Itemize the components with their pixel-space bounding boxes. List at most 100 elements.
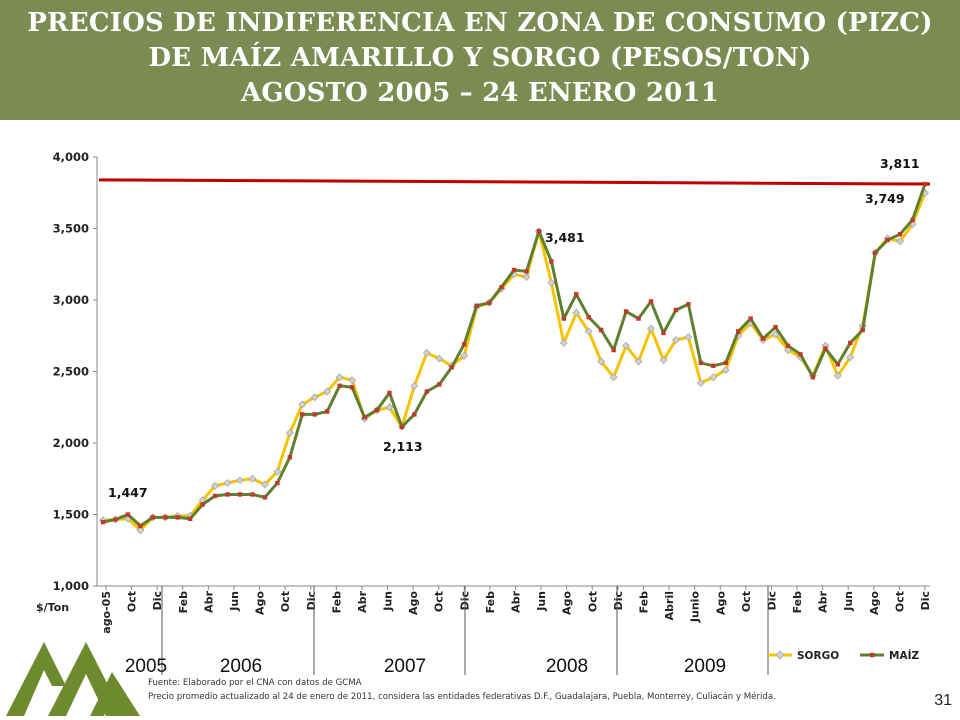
maiz-point <box>598 327 604 333</box>
x-tick-label: Jun <box>382 591 395 612</box>
x-tick-label: Ago <box>868 591 881 615</box>
sorgo-point <box>285 429 294 437</box>
data-label: 3,811 <box>880 156 920 171</box>
page-number: 31 <box>934 692 952 709</box>
maiz-point <box>200 502 205 507</box>
x-tick-label: Oct <box>126 591 139 612</box>
x-tick-label: Ago <box>561 591 574 615</box>
maiz-point <box>773 324 778 330</box>
x-tick-label: Ago <box>254 591 267 615</box>
maiz-point <box>536 229 542 234</box>
maiz-point <box>275 480 280 486</box>
x-tick-label: Jun <box>842 591 855 612</box>
maiz-point <box>549 259 554 264</box>
sorgo-point <box>684 333 693 342</box>
x-tick-label: Ago <box>714 591 727 615</box>
maiz-point <box>611 347 616 353</box>
x-tick-label: Oct <box>893 591 906 612</box>
x-tick-label: Feb <box>330 591 343 614</box>
y-tick-label: 3,000 <box>53 293 89 307</box>
y-tick-label: 1,000 <box>53 579 89 593</box>
maiz-point <box>872 250 878 256</box>
y-tick-label: 2,000 <box>53 436 89 450</box>
maiz-point <box>524 269 529 274</box>
y-axis-label: $/Ton <box>36 601 69 614</box>
sorgo-point <box>211 481 220 490</box>
maiz-point <box>574 292 579 297</box>
maiz-point <box>262 495 268 500</box>
y-tick-label: 4,000 <box>53 150 89 164</box>
maiz-point <box>698 360 704 366</box>
sorgo-point <box>659 356 668 364</box>
maiz-point <box>673 307 679 313</box>
sorgo-point <box>559 338 568 347</box>
maiz-point <box>374 407 380 413</box>
maiz-point <box>125 512 131 517</box>
x-tick-label: Abr <box>202 590 215 612</box>
sorgo-point <box>584 327 593 336</box>
sorgo-point <box>896 237 905 246</box>
y-tick-label: 1,500 <box>53 508 89 522</box>
maiz-point <box>661 330 666 336</box>
maiz-point <box>636 316 641 321</box>
x-tick-label: Dic <box>919 591 932 610</box>
data-label: 1,447 <box>108 485 148 500</box>
legend-sorgo-marker <box>775 650 785 660</box>
maiz-point <box>138 523 143 529</box>
maiz-point <box>922 181 928 187</box>
note-text: Precio promedio actualizado al 24 de ene… <box>148 692 776 702</box>
x-tick-label: Feb <box>484 591 497 614</box>
sorgo-point <box>248 474 257 483</box>
maiz-point <box>287 455 293 460</box>
maiz-point <box>835 362 841 367</box>
sorgo-point <box>348 376 357 385</box>
x-tick-label: Dic <box>612 591 625 610</box>
chart-source: Fuente: Elaborado por el CNA con datos d… <box>148 676 948 704</box>
maiz-point <box>175 515 180 520</box>
year-label: 2007 <box>384 656 426 675</box>
maiz-point <box>760 336 766 341</box>
sorgo-point <box>572 308 581 317</box>
price-chart: 1,000 1,500 2,000 2,500 3,000 3,500 4,000 $/Ton… <box>36 150 932 675</box>
maiz-point <box>437 382 442 387</box>
maiz-point <box>511 267 517 273</box>
x-tick-label: Feb <box>177 591 190 614</box>
maiz-point <box>723 360 728 366</box>
maiz-point <box>362 415 367 420</box>
sorgo-point <box>671 336 680 344</box>
sorgo-line <box>102 192 927 532</box>
sorgo-point <box>236 476 244 485</box>
sorgo-point <box>460 351 469 360</box>
maiz-point <box>748 316 753 321</box>
x-tick-label: Dic <box>305 591 318 610</box>
sorgo-point <box>721 366 730 374</box>
title-band: PRECIOS DE INDIFERENCIA EN ZONA DE CONSU… <box>0 0 960 120</box>
maiz-point <box>586 314 591 320</box>
maiz-point <box>686 302 691 307</box>
sorgo-point <box>298 400 307 409</box>
maiz-point <box>798 352 803 357</box>
sorgo-point <box>597 357 606 366</box>
sorgo-point <box>696 379 705 387</box>
sorgo-point <box>622 341 631 350</box>
maiz-point <box>187 516 193 521</box>
sorgo-point <box>223 479 232 487</box>
maiz-point <box>150 515 156 520</box>
maiz-point <box>486 300 492 306</box>
x-tick-label: Abr <box>817 590 830 612</box>
sorgo-point <box>709 373 718 382</box>
maiz-point <box>300 412 305 417</box>
maiz-point <box>711 363 716 368</box>
maiz-point <box>100 519 106 525</box>
sorgo-point <box>547 278 556 287</box>
year-label: 2006 <box>220 656 262 675</box>
y-tick-label: 2,500 <box>53 365 89 379</box>
x-tick-label: Abril <box>663 591 676 620</box>
sorgo-point <box>522 273 531 282</box>
maiz-point <box>337 383 342 388</box>
x-tick-label: Jun <box>228 591 241 612</box>
sorgo-point <box>410 381 419 390</box>
maiz-point <box>461 342 467 347</box>
source-text: Fuente: Elaborado por el CNA con datos d… <box>148 678 362 688</box>
maiz-point <box>823 346 828 351</box>
